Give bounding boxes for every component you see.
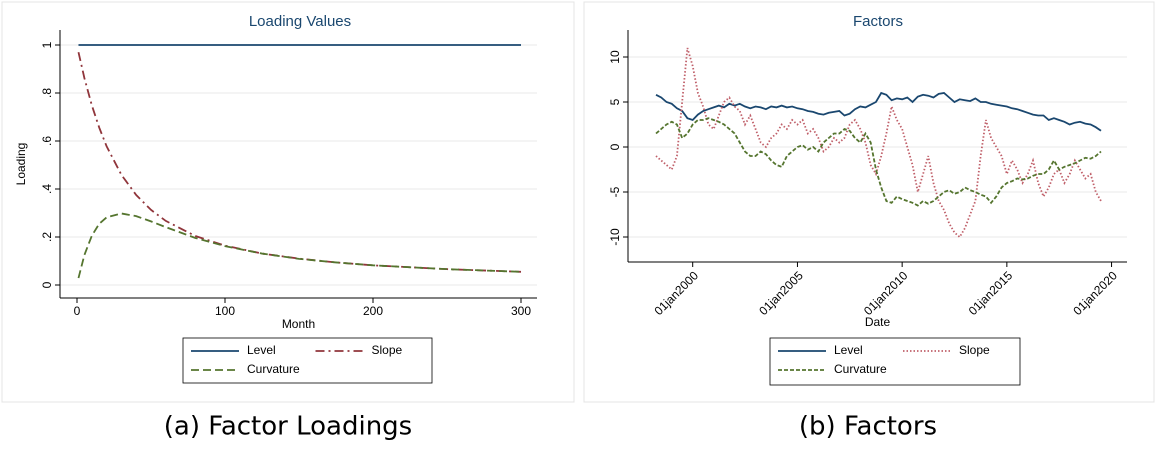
x-tick-label: 0 <box>74 304 81 318</box>
x-tick-label: 01jan2005 <box>756 268 806 318</box>
chart-title: Loading Values <box>249 13 351 30</box>
y-tick-label: 5 <box>608 98 622 105</box>
panel-border <box>583 1 1155 403</box>
y-tick-label: 1 <box>40 41 54 48</box>
y-tick-label: 10 <box>608 50 622 64</box>
x-tick-label: 01jan2000 <box>652 268 702 318</box>
series-line <box>655 47 1102 239</box>
legend-label: Slope <box>372 343 403 357</box>
y-tick-label: 0 <box>40 281 54 288</box>
y-tick-label: .8 <box>40 88 54 98</box>
panel-border <box>1 1 575 403</box>
series-line <box>655 117 1102 207</box>
chart-title: Factors <box>853 13 903 30</box>
caption: (a) Factor Loadings <box>164 412 412 442</box>
x-tick-label: 01jan2015 <box>966 268 1016 318</box>
y-tick-label: 0 <box>608 143 622 150</box>
y-tick-label: .2 <box>40 232 54 242</box>
legend-box <box>182 337 433 384</box>
x-tick-label: 200 <box>363 304 383 318</box>
x-axis-title: Date <box>865 315 891 329</box>
series-line <box>655 91 1102 132</box>
x-tick-label: 01jan2020 <box>1070 268 1120 318</box>
y-axis-title: Loading <box>14 143 28 186</box>
legend-box <box>769 337 1021 386</box>
legend-label: Level <box>247 343 276 357</box>
legend-label: Slope <box>959 343 990 357</box>
series-line <box>77 51 522 273</box>
y-tick-label: .4 <box>40 184 54 194</box>
x-axis-title: Month <box>282 317 315 331</box>
series-line <box>77 212 522 279</box>
legend-label: Curvature <box>834 362 887 376</box>
x-tick-label: 300 <box>511 304 531 318</box>
x-tick-label: 100 <box>215 304 235 318</box>
y-tick-label: .6 <box>40 136 54 146</box>
caption: (b) Factors <box>799 412 937 442</box>
legend-label: Curvature <box>247 362 300 376</box>
y-tick-label: -10 <box>608 228 622 246</box>
legend-label: Level <box>834 343 863 357</box>
y-tick-label: -5 <box>608 186 622 197</box>
x-tick-label: 01jan2010 <box>861 268 911 318</box>
